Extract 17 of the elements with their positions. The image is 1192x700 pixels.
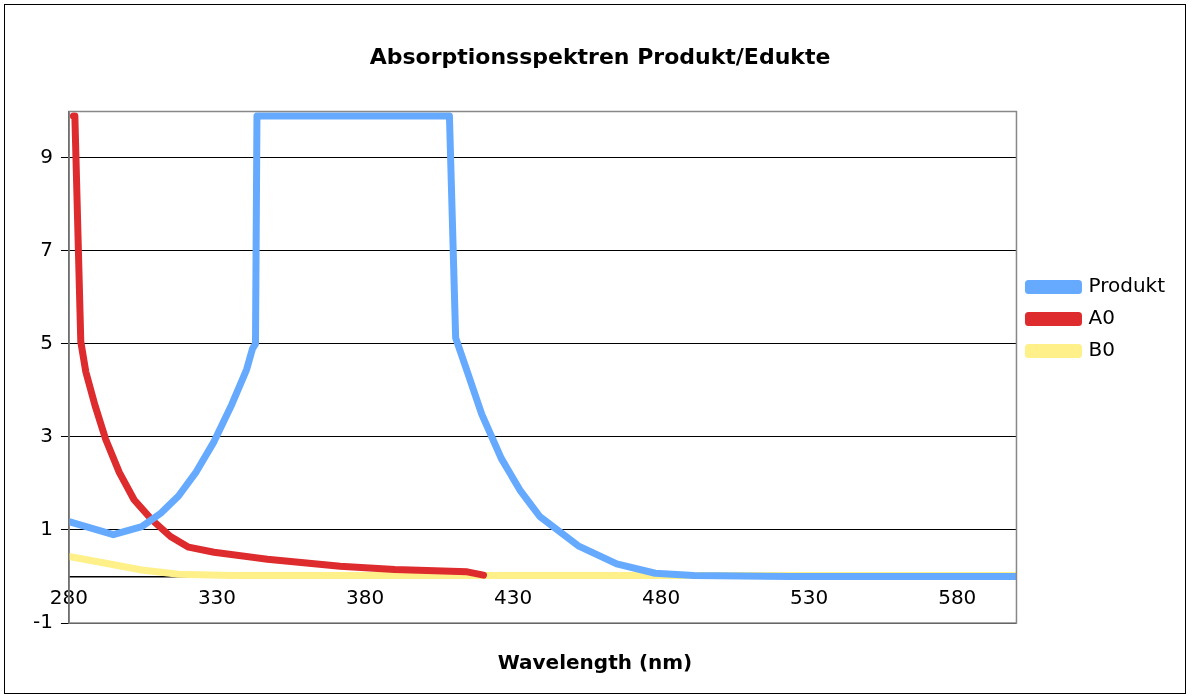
y-tick-label: 1 bbox=[40, 516, 53, 541]
y-tick-label: 3 bbox=[40, 423, 53, 448]
x-tick-label: 430 bbox=[494, 584, 533, 609]
y-tick-label: 9 bbox=[40, 144, 53, 169]
x-tick-label: 330 bbox=[197, 584, 237, 609]
y-tick-label: -1 bbox=[32, 609, 53, 634]
chart-title: Absorptionsspektren Produkt/Edukte bbox=[369, 43, 831, 69]
y-tick-label: 7 bbox=[40, 237, 53, 262]
legend-label: B0 bbox=[1088, 337, 1115, 362]
x-tick-label: 480 bbox=[642, 584, 681, 609]
x-tick-label: 380 bbox=[345, 584, 385, 609]
legend-label: Produkt bbox=[1088, 273, 1166, 298]
y-tick-label: 5 bbox=[40, 330, 53, 355]
legend-label: A0 bbox=[1088, 305, 1115, 330]
x-tick-label: 580 bbox=[938, 584, 977, 609]
x-tick-label: 530 bbox=[790, 584, 829, 609]
x-axis-title: Wavelength (nm) bbox=[496, 650, 694, 674]
